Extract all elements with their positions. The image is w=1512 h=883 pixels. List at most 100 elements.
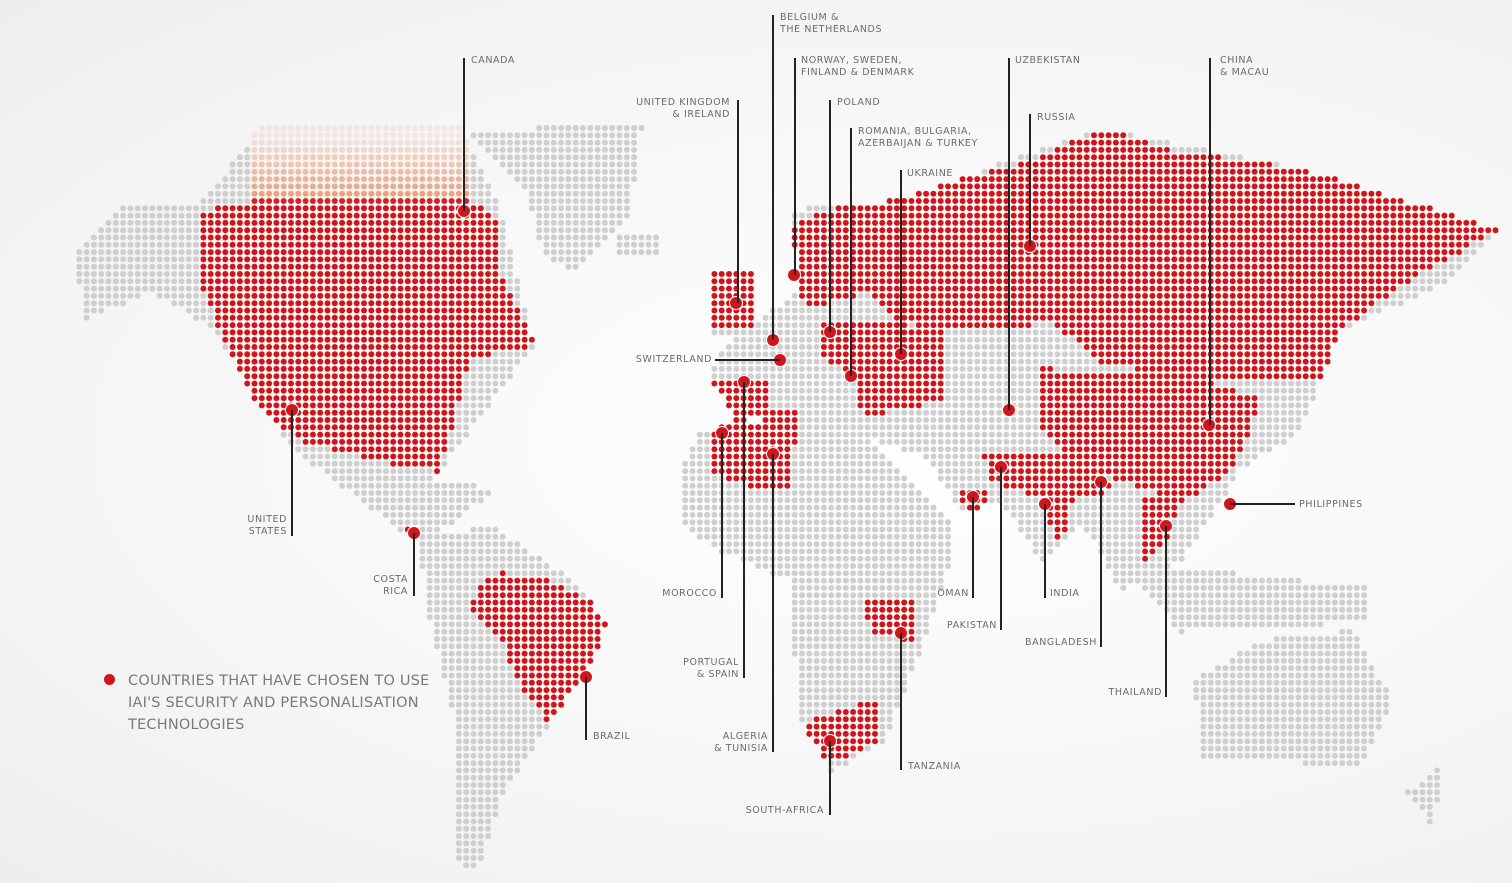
highlighted-land-dot [1368, 263, 1375, 270]
highlighted-land-dot [273, 300, 280, 307]
highlighted-land-dot [1018, 168, 1024, 175]
highlighted-land-dot [1324, 271, 1331, 277]
highlighted-land-dot [864, 402, 871, 409]
highlighted-land-dot [915, 292, 922, 299]
highlighted-land-dot [959, 292, 966, 299]
land-dot [974, 365, 981, 372]
highlighted-land-dot [236, 285, 243, 292]
highlighted-land-dot [346, 329, 353, 336]
land-dot [317, 154, 324, 161]
highlighted-land-dot [1120, 358, 1127, 365]
highlighted-land-dot [835, 322, 842, 329]
highlighted-land-dot [382, 198, 389, 204]
land-dot [434, 125, 440, 131]
highlighted-land-dot [1098, 329, 1105, 336]
highlighted-land-dot [1266, 285, 1273, 292]
highlighted-land-dot [434, 292, 440, 299]
highlighted-land-dot [1266, 322, 1273, 329]
highlighted-land-dot [1054, 168, 1061, 175]
highlighted-land-dot [952, 219, 959, 226]
highlighted-land-dot [908, 380, 915, 387]
land-dot [850, 307, 857, 314]
highlighted-land-dot [1222, 365, 1229, 372]
highlighted-land-dot [1156, 234, 1163, 241]
highlighted-land-dot [295, 351, 302, 358]
highlighted-land-dot [404, 256, 411, 263]
highlighted-land-dot [331, 278, 338, 285]
highlighted-land-dot [1039, 285, 1046, 292]
land-dot [550, 256, 557, 263]
highlighted-land-dot [1120, 351, 1127, 358]
highlighted-land-dot [1229, 161, 1236, 168]
highlighted-land-dot [1302, 190, 1309, 197]
land-dot [543, 168, 550, 175]
highlighted-land-dot [1193, 227, 1200, 234]
highlighted-land-dot [1353, 241, 1360, 248]
land-dot [842, 314, 849, 321]
highlighted-land-dot [1251, 234, 1258, 241]
land-dot [762, 344, 769, 350]
highlighted-land-dot [988, 300, 995, 307]
highlighted-land-dot [1112, 256, 1119, 263]
highlighted-land-dot [215, 219, 221, 226]
highlighted-land-dot [799, 234, 805, 241]
land-dot [762, 322, 769, 329]
highlighted-land-dot [1149, 344, 1156, 350]
highlighted-land-dot [1047, 176, 1054, 183]
highlighted-land-dot [455, 271, 462, 277]
land-dot [163, 219, 170, 226]
land-dot [1237, 154, 1243, 161]
land-dot [594, 146, 601, 153]
land-dot [83, 314, 90, 321]
highlighted-land-dot [426, 278, 433, 285]
highlighted-land-dot [1295, 322, 1302, 329]
highlighted-land-dot [966, 300, 973, 307]
highlighted-land-dot [1134, 307, 1141, 314]
highlighted-land-dot [923, 395, 930, 402]
land-dot [543, 161, 550, 168]
land-dot [638, 234, 645, 241]
highlighted-land-dot [317, 365, 324, 372]
highlighted-land-dot [368, 329, 375, 336]
highlighted-land-dot [872, 241, 878, 248]
land-dot [820, 307, 827, 314]
highlighted-land-dot [390, 314, 397, 321]
highlighted-land-dot [215, 249, 221, 256]
highlighted-land-dot [251, 387, 258, 394]
land-dot [842, 380, 849, 387]
land-dot [996, 358, 1003, 365]
land-dot [1266, 387, 1273, 394]
highlighted-land-dot [258, 373, 265, 380]
highlighted-land-dot [1039, 271, 1046, 277]
highlighted-land-dot [835, 292, 842, 299]
highlighted-land-dot [1120, 212, 1127, 219]
highlighted-land-dot [215, 271, 221, 277]
highlighted-land-dot [1324, 292, 1331, 299]
highlighted-land-dot [915, 285, 922, 292]
highlighted-land-dot [207, 241, 214, 248]
highlighted-land-dot [419, 373, 426, 380]
highlighted-land-dot [1266, 219, 1273, 226]
highlighted-land-dot [404, 402, 411, 409]
land-dot [799, 402, 805, 409]
highlighted-land-dot [879, 402, 886, 409]
highlighted-land-dot [441, 271, 448, 277]
highlighted-land-dot [974, 256, 981, 263]
highlighted-land-dot [937, 205, 944, 212]
land-dot [156, 205, 163, 212]
highlighted-land-dot [309, 249, 316, 256]
highlighted-land-dot [273, 365, 280, 372]
highlighted-land-dot [1164, 146, 1170, 153]
land-dot [98, 249, 105, 256]
land-dot [324, 161, 331, 168]
highlighted-land-dot [339, 322, 346, 329]
highlighted-land-dot [470, 336, 477, 343]
highlighted-land-dot [1185, 227, 1192, 234]
land-dot [580, 139, 586, 146]
highlighted-land-dot [244, 212, 251, 219]
land-dot [799, 307, 805, 314]
land-dot [806, 336, 813, 343]
highlighted-land-dot [1390, 271, 1397, 277]
highlighted-land-dot [1200, 380, 1207, 387]
highlighted-land-dot [419, 249, 426, 256]
